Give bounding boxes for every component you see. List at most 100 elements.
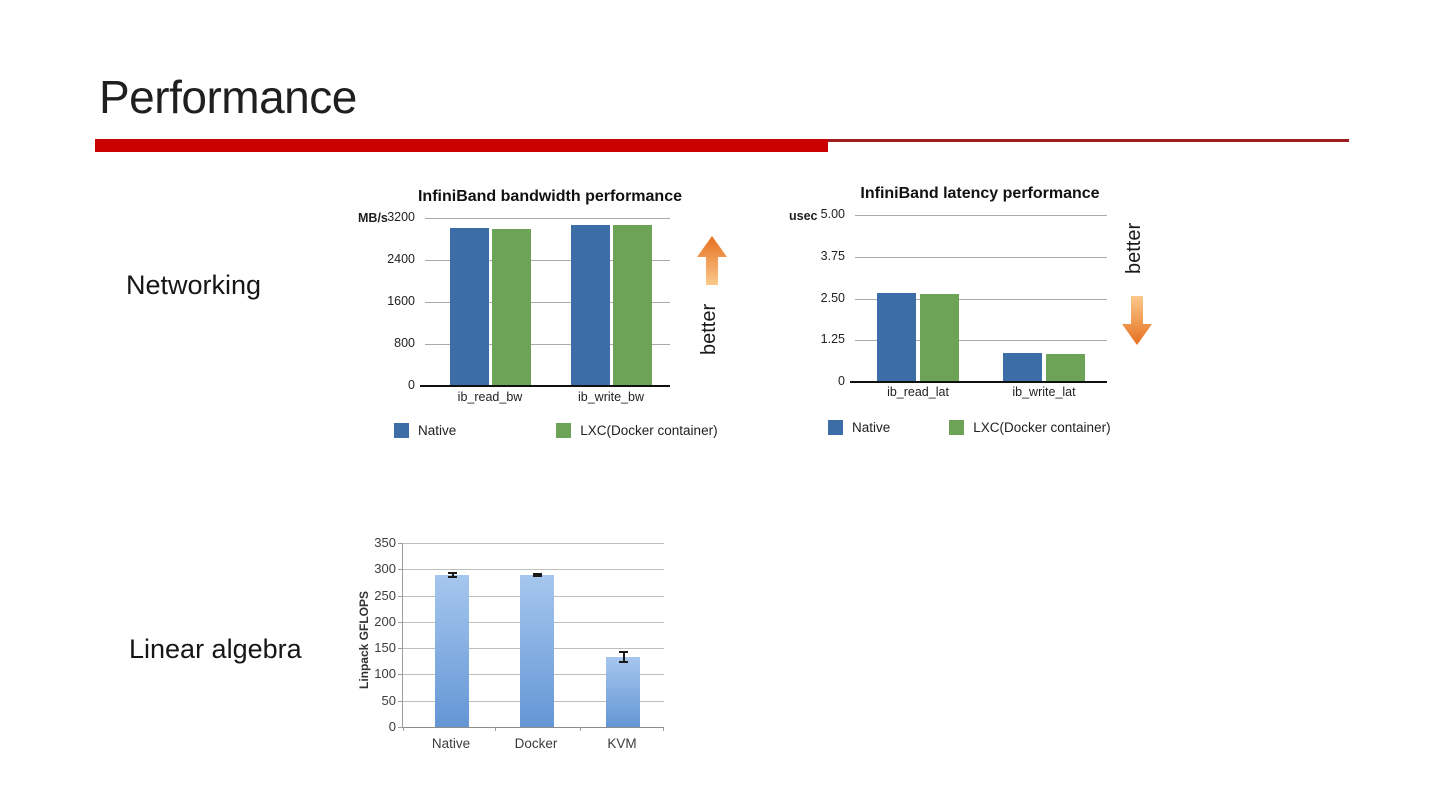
y-gridline [403, 569, 664, 570]
legend-swatch [828, 420, 843, 435]
y-axis-tick-labels: 0 800 1600 2400 3200 [355, 210, 415, 392]
x-tick-mark [663, 727, 664, 731]
y-tick-label: 50 [381, 693, 396, 708]
bar-ib_read_lat-Native [877, 293, 916, 382]
y-tick-label: 3.75 [820, 249, 845, 263]
legend-item-LXC(Docker container): LXC(Docker container) [556, 423, 718, 438]
bar-ib_write_bw-LXC(Docker container) [613, 225, 652, 386]
y-axis-tick-labels: 0 1.25 2.50 3.75 5.00 [785, 207, 845, 388]
x-tick-mark [403, 727, 404, 731]
bar-KVM-Linpack GFLOPS [606, 657, 640, 727]
error-bar-line [451, 572, 454, 578]
error-bar-cap [619, 660, 628, 663]
bar-ib_read_bw-LXC(Docker container) [492, 229, 531, 386]
legend-swatch [949, 420, 965, 435]
chart-title: InfiniBand latency performance [860, 185, 1100, 202]
y-axis-tick-labels: 0 50 100 150 200 250 300 350 [336, 535, 396, 734]
slide-title: Performance [99, 71, 357, 123]
legend-item-LXC(Docker container): LXC(Docker container) [949, 420, 1111, 435]
y-gridline [425, 260, 670, 261]
y-tick-mark [398, 622, 403, 623]
bandwidth-chart: InfiniBand bandwidth performance MB/s 0 8… [355, 185, 740, 465]
x-tick-mark [580, 727, 581, 731]
y-tick-label: 0 [408, 378, 415, 392]
y-tick-mark [398, 674, 403, 675]
error-bar-cap [448, 575, 457, 578]
x-axis-line [420, 385, 670, 387]
legend-swatch [556, 423, 572, 438]
y-tick-mark [398, 727, 403, 728]
legend-item-Native: Native [394, 423, 456, 438]
y-tick-mark [398, 648, 403, 649]
x-category-label: KVM [607, 736, 637, 751]
y-axis-unit-label: usec [789, 209, 818, 223]
error-bar-cap [619, 651, 628, 654]
better-up-arrow-icon [697, 236, 727, 285]
legend-label: Native [852, 420, 891, 435]
x-category-label: Docker [514, 736, 558, 751]
bar-ib_read_lat-LXC(Docker container) [920, 294, 959, 382]
y-tick-mark [398, 701, 403, 702]
x-category-label: ib_write_bw [577, 390, 644, 404]
latency-chart: InfiniBand latency performance usec 0 1.2… [785, 182, 1180, 462]
title-accent-bar [95, 139, 828, 152]
chart-title: InfiniBand bandwidth performance [417, 188, 682, 205]
y-gridline [855, 340, 1107, 341]
error-bar-line [622, 651, 625, 663]
error-bar [448, 572, 457, 578]
y-tick-label: 800 [394, 336, 415, 350]
bar-ib_write_lat-Native [1003, 353, 1042, 382]
y-tick-label: 2400 [387, 252, 415, 266]
bar-ib_write_lat-LXC(Docker container) [1046, 354, 1085, 382]
linear-algebra-section-label: Linear algebra [129, 634, 302, 664]
networking-section-label: Networking [126, 270, 262, 300]
legend-label: Native [418, 423, 457, 438]
y-tick-label: 0 [838, 374, 845, 388]
x-category-label: ib_write_lat [1012, 385, 1076, 399]
y-tick-label: 150 [374, 640, 396, 655]
legend-item-Native: Native [828, 420, 890, 435]
error-bar [619, 651, 628, 663]
y-tick-label: 350 [374, 535, 396, 550]
y-tick-label: 1600 [387, 294, 415, 308]
y-tick-label: 0 [388, 719, 396, 734]
x-category-label: Native [431, 736, 471, 751]
plot-area [398, 543, 664, 731]
legend-label: LXC(Docker container) [580, 423, 718, 438]
y-tick-mark [398, 543, 403, 544]
y-gridline [855, 257, 1107, 258]
y-tick-label: 300 [374, 561, 396, 576]
y-tick-mark [398, 569, 403, 570]
bar-Native-Linpack GFLOPS [435, 575, 469, 727]
x-axis-line [403, 727, 664, 728]
error-bar-cap [533, 574, 542, 577]
x-axis-line [850, 381, 1107, 383]
plot-area [850, 215, 1107, 383]
title-accent-line [828, 139, 1349, 142]
y-gridline [425, 302, 670, 303]
error-bar-cap [448, 572, 457, 575]
error-bar-cap [533, 573, 542, 576]
error-bar [533, 573, 542, 577]
x-tick-mark [495, 727, 496, 731]
y-gridline [425, 344, 670, 345]
better-label: better [698, 303, 720, 355]
y-tick-mark [398, 596, 403, 597]
legend: Native LXC(Docker container) [828, 420, 1111, 435]
legend-swatch [394, 423, 409, 438]
linpack-chart: Linpack GFLOPS 0 50 100 150 200 250 300 350 Nat… [336, 535, 681, 761]
y-tick-label: 1.25 [820, 332, 845, 346]
y-tick-label: 250 [374, 588, 396, 603]
y-gridline [403, 543, 664, 544]
bar-ib_read_bw-Native [450, 228, 489, 386]
legend-label: LXC(Docker container) [973, 420, 1111, 435]
bar-Docker-Linpack GFLOPS [520, 575, 554, 727]
y-tick-label: 5.00 [820, 207, 845, 221]
y-tick-label: 2.50 [820, 291, 845, 305]
y-tick-label: 100 [374, 666, 396, 681]
y-gridline [855, 299, 1107, 300]
x-category-label: ib_read_lat [887, 385, 949, 399]
y-axis-unit-label: MB/s [358, 211, 388, 225]
plot-area [420, 218, 670, 387]
